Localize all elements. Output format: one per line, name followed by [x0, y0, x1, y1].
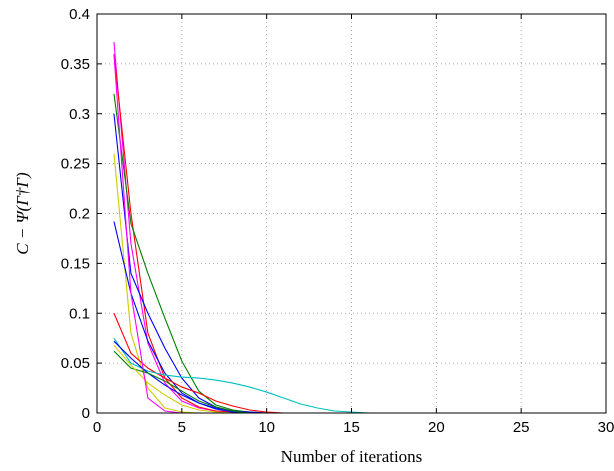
y-tick-label: 0.15	[61, 255, 90, 272]
y-tick-label: 0.05	[61, 355, 90, 372]
y-tick-label: 0	[82, 405, 90, 422]
ticks: 0 5 10 15 20 25 30 0 0.05 0.1 0.15 0.2 0.25 0.3 0.35 0.…	[61, 6, 614, 436]
series-line-8	[113, 337, 606, 414]
x-tick-label: 20	[428, 419, 445, 436]
x-tick-label: 5	[178, 419, 186, 436]
y-tick-label: 0.35	[61, 56, 90, 73]
x-tick-label: 15	[343, 419, 360, 436]
y-tick-label: 0.4	[69, 6, 90, 23]
y-tick-label: 0.2	[69, 206, 90, 223]
grid	[97, 14, 606, 413]
y-axis-label: C − Ψ(Γ†Γ)	[13, 172, 32, 255]
y-tick-label: 0.3	[69, 106, 90, 123]
x-tick-label: 0	[93, 419, 101, 436]
x-tick-label: 10	[258, 419, 275, 436]
y-tick-label: 0.1	[69, 305, 90, 322]
x-tick-label: 25	[513, 419, 530, 436]
y-tick-label: 0.25	[61, 156, 90, 173]
series-line-4	[113, 113, 606, 414]
x-tick-label: 30	[598, 419, 614, 436]
x-axis-label: Number of iterations	[281, 447, 423, 466]
